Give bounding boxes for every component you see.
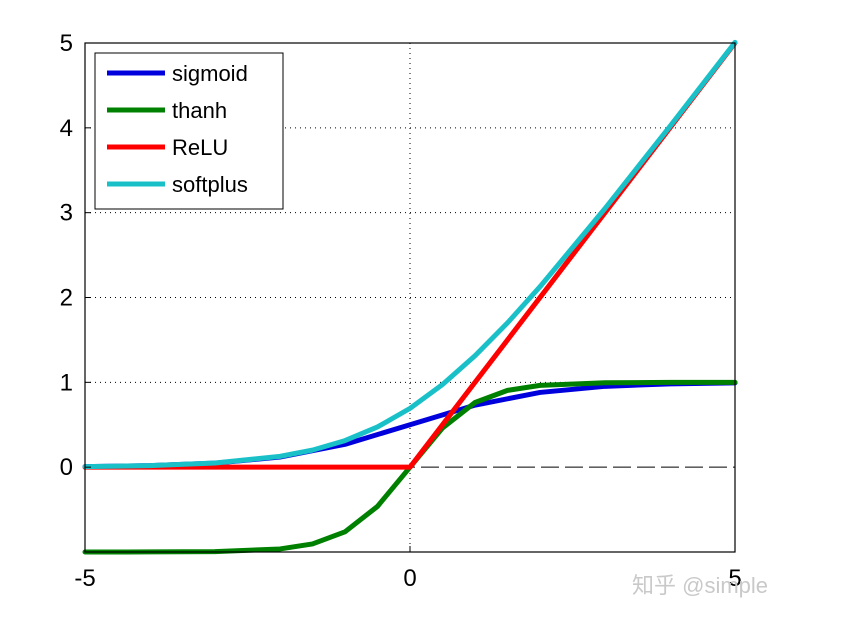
- y-tick-label: 4: [60, 115, 73, 142]
- y-tick-label: 2: [60, 285, 73, 312]
- tick-layer: -5 0 5 0 1 2 3 4 5: [60, 30, 742, 592]
- y-tick-label: 5: [60, 30, 73, 57]
- x-tick-label: -5: [74, 565, 95, 592]
- legend: sigmoid thanh ReLU softplus: [94, 52, 284, 210]
- series-line-softplus: [82, 39, 738, 470]
- legend-label-sigmoid: sigmoid: [172, 61, 248, 86]
- legend-label-thanh: thanh: [172, 98, 227, 123]
- y-tick-label: 3: [60, 200, 73, 227]
- legend-label-softplus: softplus: [172, 172, 248, 197]
- series-line-sigmoid: [82, 380, 738, 470]
- watermark-text: 知乎 @simple: [632, 573, 768, 598]
- series-layer: [82, 39, 738, 555]
- x-tick-label: 5: [728, 565, 741, 592]
- y-tick-label: 1: [60, 369, 73, 396]
- legend-label-relu: ReLU: [172, 135, 228, 160]
- x-tick-label: 0: [403, 565, 416, 592]
- y-tick-label: 0: [60, 454, 73, 481]
